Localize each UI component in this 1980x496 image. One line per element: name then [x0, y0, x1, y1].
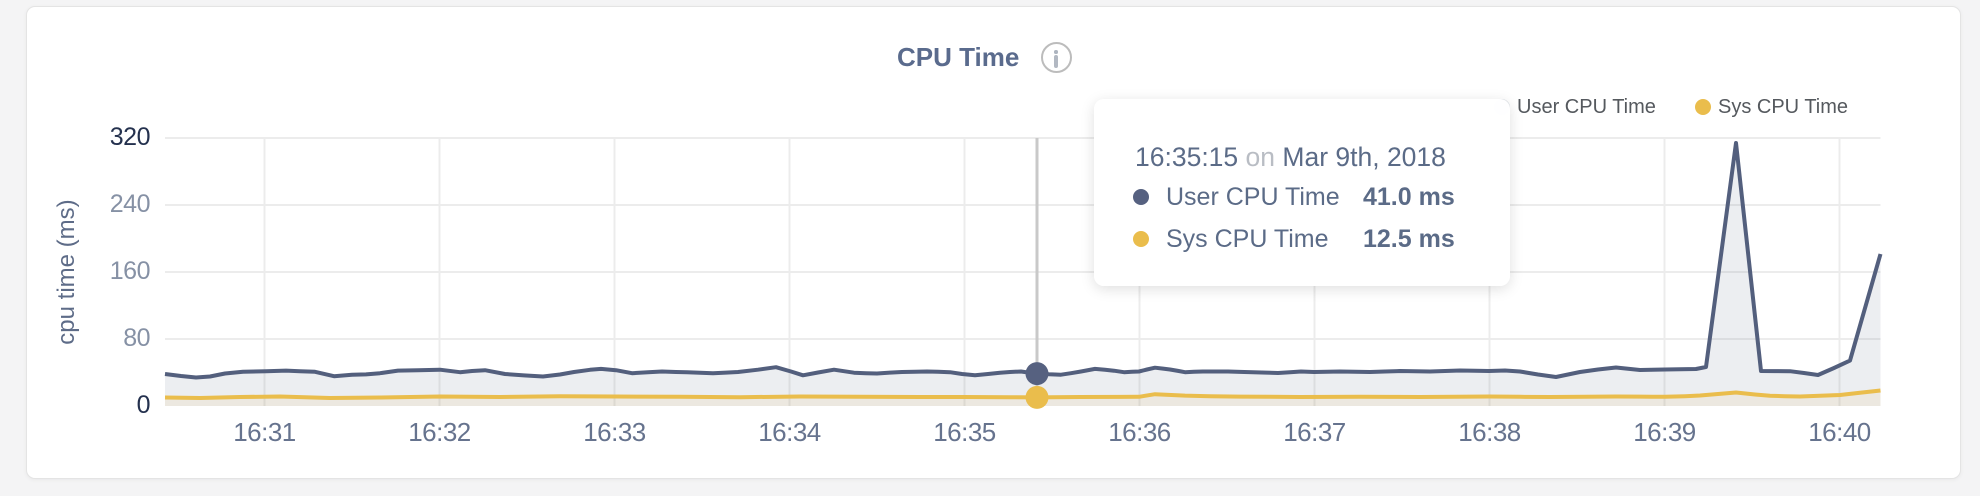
svg-text:80: 80	[123, 324, 150, 352]
svg-text:240: 240	[110, 190, 150, 218]
svg-text:0: 0	[137, 391, 150, 419]
svg-text:16:40: 16:40	[1808, 417, 1871, 447]
svg-text:cpu time (ms): cpu time (ms)	[53, 199, 80, 344]
svg-text:320: 320	[110, 123, 150, 151]
svg-text:16:36: 16:36	[1108, 417, 1171, 447]
svg-text:16:38: 16:38	[1458, 417, 1521, 447]
svg-text:16:33: 16:33	[583, 417, 646, 447]
svg-text:16:37: 16:37	[1283, 417, 1346, 447]
svg-text:16:32: 16:32	[408, 417, 471, 447]
svg-text:16:31: 16:31	[233, 417, 296, 447]
svg-text:16:35: 16:35	[933, 417, 996, 447]
svg-text:16:39: 16:39	[1633, 417, 1696, 447]
svg-text:16:34: 16:34	[758, 417, 821, 447]
svg-text:160: 160	[110, 257, 150, 285]
